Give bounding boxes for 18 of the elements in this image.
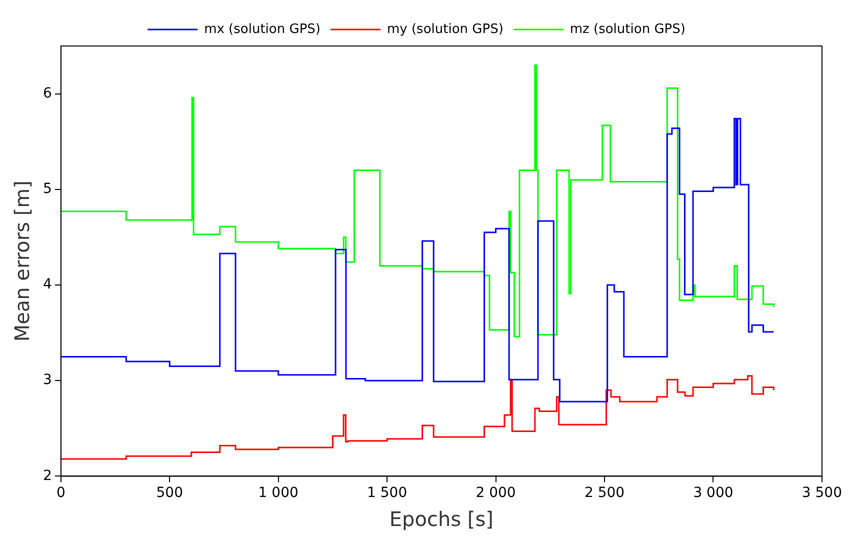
y-tick-label: 2 [42,468,52,484]
x-tick-label: 3 500 [802,485,842,502]
y-tick-label: 4 [42,276,52,293]
legend-label: mz (solution GPS) [570,22,686,37]
x-tick-label: 2 000 [476,485,516,502]
x-tick-label: 500 [156,485,183,502]
y-tick-label: 5 [42,181,52,198]
x-tick-label: 1 000 [258,485,298,502]
x-tick-label: 3 000 [693,485,734,502]
x-tick-label: 0 [56,485,66,502]
legend-label: my (solution GPS) [386,22,504,37]
legend-label: mx (solution GPS) [204,22,320,37]
x-tick-label: 1 500 [367,485,408,502]
y-tick-label: 6 [42,85,52,102]
x-axis-title: Epochs [s] [389,507,494,532]
y-tick-label: 3 [42,372,52,388]
x-tick-label: 2 500 [584,485,625,502]
y-axis-title: Mean errors [m] [10,180,34,342]
